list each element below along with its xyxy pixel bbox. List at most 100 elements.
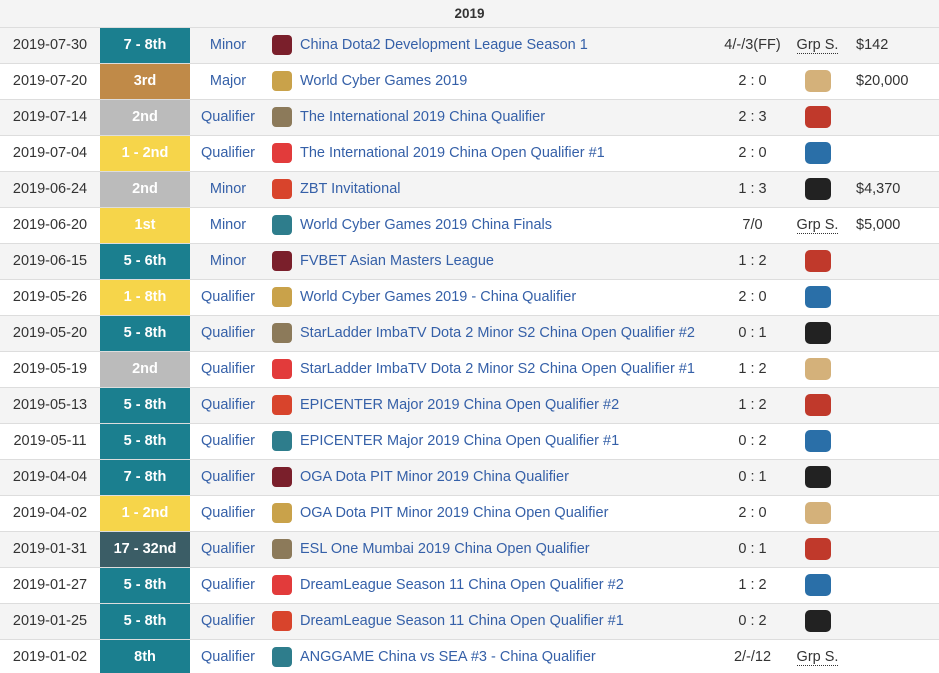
tournament-name[interactable]: StarLadder ImbaTV Dota 2 Minor S2 China … [300, 361, 695, 377]
tier[interactable]: Qualifier [201, 361, 255, 377]
tier[interactable]: Qualifier [201, 649, 255, 665]
icon [272, 611, 292, 632]
date: 2019-01-25 [12, 613, 88, 629]
tier[interactable]: Qualifier [201, 541, 255, 557]
tournament-name[interactable]: The International 2019 China Open Qualif… [300, 145, 605, 161]
date: 2019-05-20 [12, 325, 88, 341]
tournament-icon [272, 640, 294, 673]
tournament-icon [272, 604, 294, 639]
tier[interactable]: Qualifier [201, 613, 255, 629]
tier[interactable]: Qualifier [201, 577, 255, 593]
placement: 5 - 8th [100, 568, 190, 603]
tournament-name[interactable]: StarLadder ImbaTV Dota 2 Minor S2 China … [300, 325, 695, 341]
tier[interactable]: Qualifier [201, 145, 255, 161]
opponent-logo [804, 466, 831, 489]
icon [272, 575, 292, 596]
tournament-name[interactable]: ANGGAME China vs SEA #3 - China Qualifie… [300, 649, 596, 665]
tournament-name[interactable]: OGA Dota PIT Minor 2019 China Qualifier [300, 469, 569, 485]
date: 2019-06-15 [12, 253, 88, 269]
tier[interactable]: Qualifier [201, 397, 255, 413]
date: 2019-07-04 [12, 145, 88, 161]
tier[interactable]: Qualifier [201, 505, 255, 521]
opponent-logo [804, 358, 831, 381]
placement: 2nd [100, 100, 190, 135]
tier[interactable]: Qualifier [201, 325, 255, 341]
score: 2 : 0 [738, 289, 767, 305]
tier[interactable]: Minor [209, 217, 247, 233]
tournament-name[interactable]: EPICENTER Major 2019 China Open Qualifie… [300, 397, 620, 413]
placement: 2nd [100, 172, 190, 207]
result-row: 2019-07-14 2nd Qualifier The International … [0, 100, 939, 136]
result-row: 2019-05-11 5 - 8th Qualifier EPICENTER Majo… [0, 424, 939, 460]
icon [272, 431, 292, 452]
prize: $20,000 [856, 73, 909, 89]
tournament-name[interactable]: World Cyber Games 2019 - China Qualifier [300, 289, 577, 305]
opponent-logo [804, 286, 831, 309]
tournament-name[interactable]: World Cyber Games 2019 China Finals [300, 217, 552, 233]
score: 2 : 0 [738, 73, 767, 89]
score: 0 : 1 [738, 469, 767, 485]
result-row: 2019-06-15 5 - 6th Minor FVBET Asian Master… [0, 244, 939, 280]
tournament-name[interactable]: China Dota2 Development League Season 1 [300, 37, 588, 53]
opponent [790, 280, 845, 315]
icon [272, 179, 292, 200]
icon [272, 503, 292, 524]
date: 2019-05-11 [13, 433, 87, 449]
placement: 5 - 8th [100, 604, 190, 639]
tournament-name[interactable]: World Cyber Games 2019 [300, 73, 468, 89]
date: 2019-07-30 [12, 37, 88, 53]
tournament-name[interactable]: FVBET Asian Masters League [300, 253, 494, 269]
tier[interactable]: Minor [209, 37, 247, 53]
opponent [790, 316, 845, 351]
tier[interactable]: Qualifier [201, 433, 255, 449]
tier[interactable]: Qualifier [201, 469, 255, 485]
opponent [790, 388, 845, 423]
score: 2 : 0 [738, 505, 767, 521]
opponent-logo [804, 610, 831, 633]
tier[interactable]: Qualifier [201, 289, 255, 305]
tier[interactable]: Minor [209, 253, 247, 269]
score: 0 : 1 [738, 325, 767, 341]
opponent-logo [804, 538, 831, 561]
result-row: 2019-06-24 2nd Minor ZBT Invitational 1 : 3 $… [0, 172, 939, 208]
tournament-name[interactable]: DreamLeague Season 11 China Open Qualifi… [300, 577, 624, 593]
opponent: Grp S. [790, 640, 845, 673]
tournament-icon [272, 244, 294, 279]
prize: $142 [856, 37, 889, 53]
date: 2019-04-04 [12, 469, 88, 485]
score: 2 : 0 [738, 145, 767, 161]
result-row: 2019-01-25 5 - 8th Qualifier DreamLeague Se… [0, 604, 939, 640]
placement: 5 - 6th [100, 244, 190, 279]
tournament-name[interactable]: EPICENTER Major 2019 China Open Qualifie… [300, 433, 620, 449]
date: 2019-04-02 [12, 505, 88, 521]
tournament-name[interactable]: ESL One Mumbai 2019 China Open Qualifier [300, 541, 590, 557]
icon [272, 71, 292, 92]
opponent-logo [804, 322, 831, 345]
tier[interactable]: Major [209, 73, 247, 89]
placement: 7 - 8th [100, 28, 190, 63]
date: 2019-01-27 [12, 577, 88, 593]
placement: 2nd [100, 352, 190, 387]
opponent [790, 64, 845, 99]
result-row: 2019-05-20 5 - 8th Qualifier StarLadder Imb… [0, 316, 939, 352]
tier[interactable]: Qualifier [201, 109, 255, 125]
opponent [790, 244, 845, 279]
tournament-icon [272, 496, 294, 531]
tournament-icon [272, 28, 294, 63]
tournament-name[interactable]: The International 2019 China Qualifier [300, 109, 546, 125]
opponent [790, 136, 845, 171]
score: 7/0 [742, 217, 763, 233]
tournament-name[interactable]: ZBT Invitational [300, 181, 401, 197]
icon [272, 323, 292, 344]
tournament-name[interactable]: OGA Dota PIT Minor 2019 China Open Quali… [300, 505, 609, 521]
placement: 5 - 8th [100, 424, 190, 459]
tournament-name[interactable]: DreamLeague Season 11 China Open Qualifi… [300, 613, 624, 629]
date: 2019-07-20 [12, 73, 88, 89]
tier[interactable]: Minor [209, 181, 247, 197]
score: 2 : 3 [738, 109, 767, 125]
score: 1 : 2 [738, 253, 767, 269]
icon [272, 251, 292, 272]
date: 2019-05-13 [12, 397, 88, 413]
